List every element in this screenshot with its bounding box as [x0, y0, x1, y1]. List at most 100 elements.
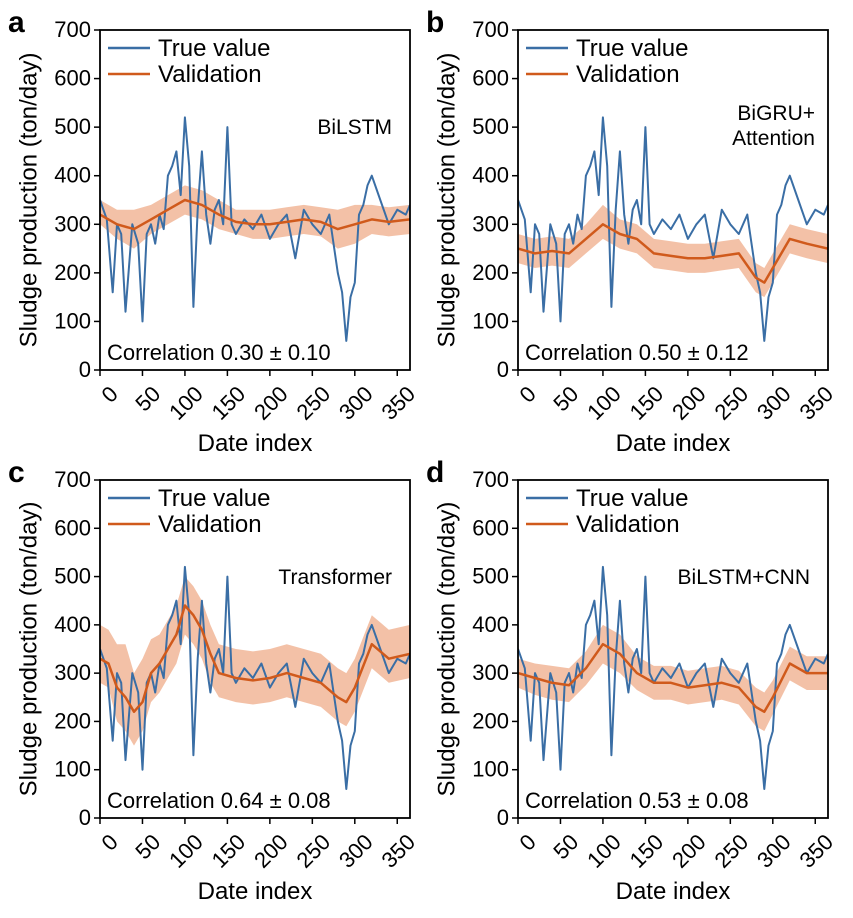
plot-area	[100, 565, 410, 790]
y-tick-label: 200	[472, 260, 509, 285]
y-tick-label: 600	[54, 515, 91, 540]
axes-frame	[99, 29, 411, 371]
x-tick-label: 50	[130, 829, 165, 864]
y-tick-label: 0	[79, 805, 91, 830]
y-axis-label: Sludge production (ton/day)	[433, 502, 460, 797]
y-tick-label: 700	[472, 17, 509, 42]
validation-line	[518, 642, 828, 714]
y-tick-label: 0	[79, 357, 91, 382]
legend-label: True value	[576, 485, 689, 512]
x-tick-label: 100	[164, 829, 208, 873]
correlation-label: Correlation 0.50 ± 0.12	[525, 340, 749, 365]
x-tick-label: 0	[515, 829, 541, 855]
y-tick-label: 700	[54, 17, 91, 42]
y-tick-label: 300	[54, 660, 91, 685]
y-tick-label: 500	[54, 564, 91, 589]
y-tick-label: 100	[54, 757, 91, 782]
x-tick-label: 150	[625, 829, 669, 873]
y-axis-label: Sludge production (ton/day)	[15, 53, 42, 348]
y-tick-label: 500	[54, 114, 91, 139]
model-label: BiLSTM	[317, 116, 392, 139]
x-tick-label: 350	[376, 381, 420, 425]
x-axis-label: Date index	[198, 878, 313, 905]
axes-frame	[517, 29, 829, 371]
y-tick-label: 300	[472, 660, 509, 685]
true-value-line	[518, 116, 828, 342]
correlation-label: Correlation 0.30 ± 0.10	[107, 340, 331, 365]
x-tick-label: 0	[515, 381, 541, 407]
y-tick-label: 300	[54, 211, 91, 236]
axes-frame	[517, 479, 829, 819]
x-tick-label: 100	[164, 381, 208, 425]
y-tick-label: 600	[472, 66, 509, 91]
x-tick-label: 150	[207, 381, 251, 425]
legend-label: Validation	[576, 61, 680, 88]
y-tick-label: 100	[472, 308, 509, 333]
x-tick-label: 350	[794, 381, 838, 425]
y-tick-label: 400	[472, 163, 509, 188]
x-axis-label: Date index	[616, 878, 731, 905]
y-tick-label: 100	[472, 757, 509, 782]
x-tick-label: 100	[582, 381, 626, 425]
correlation-label: Correlation 0.64 ± 0.08	[107, 788, 331, 813]
plot-area	[518, 565, 828, 790]
y-tick-label: 200	[54, 708, 91, 733]
x-axis-label: Date index	[198, 430, 313, 457]
x-tick-label: 350	[794, 829, 838, 873]
true-value-line	[518, 565, 828, 790]
x-tick-label: 200	[667, 381, 711, 425]
y-axis-label: Sludge production (ton/day)	[15, 502, 42, 797]
y-tick-label: 200	[472, 708, 509, 733]
x-tick-label: 0	[97, 829, 123, 855]
validation-line	[100, 604, 410, 714]
panel-letter: b	[426, 6, 444, 39]
x-tick-label: 0	[97, 381, 123, 407]
x-tick-label: 300	[752, 381, 796, 425]
y-tick-label: 100	[54, 308, 91, 333]
y-tick-label: 300	[472, 211, 509, 236]
x-tick-label: 50	[130, 381, 165, 416]
y-tick-label: 400	[54, 163, 91, 188]
correlation-label: Correlation 0.53 ± 0.08	[525, 788, 749, 813]
x-tick-label: 50	[548, 829, 583, 864]
y-tick-label: 500	[472, 114, 509, 139]
y-axis-label: Sludge production (ton/day)	[433, 53, 460, 348]
panel-letter: c	[8, 456, 25, 489]
panel-letter: a	[8, 6, 25, 39]
x-tick-label: 200	[249, 829, 293, 873]
validation-band	[100, 576, 410, 746]
legend-label: Validation	[158, 61, 262, 88]
x-tick-label: 100	[582, 829, 626, 873]
legend-label: Validation	[576, 511, 680, 538]
x-tick-label: 300	[334, 829, 378, 873]
y-tick-label: 0	[497, 805, 509, 830]
x-tick-label: 200	[667, 829, 711, 873]
y-tick-label: 700	[54, 467, 91, 492]
validation-line	[518, 223, 828, 284]
axes-frame	[99, 479, 411, 819]
x-tick-label: 350	[376, 829, 420, 873]
model-label: Transformer	[278, 566, 392, 589]
panel-letter: d	[426, 456, 444, 489]
y-tick-label: 400	[54, 612, 91, 637]
model-label: BiLSTM+CNN	[678, 566, 810, 589]
plot-area	[100, 116, 410, 342]
y-tick-label: 600	[54, 66, 91, 91]
x-tick-label: 250	[710, 829, 754, 873]
x-tick-label: 250	[710, 381, 754, 425]
model-label: BiGRU+ Attention	[732, 102, 815, 150]
y-tick-label: 600	[472, 515, 509, 540]
y-tick-label: 200	[54, 260, 91, 285]
x-tick-label: 200	[249, 381, 293, 425]
legend-label: True value	[158, 35, 271, 62]
validation-band	[518, 204, 828, 298]
x-axis-label: Date index	[616, 430, 731, 457]
x-tick-label: 300	[334, 381, 378, 425]
x-tick-label: 250	[292, 829, 336, 873]
